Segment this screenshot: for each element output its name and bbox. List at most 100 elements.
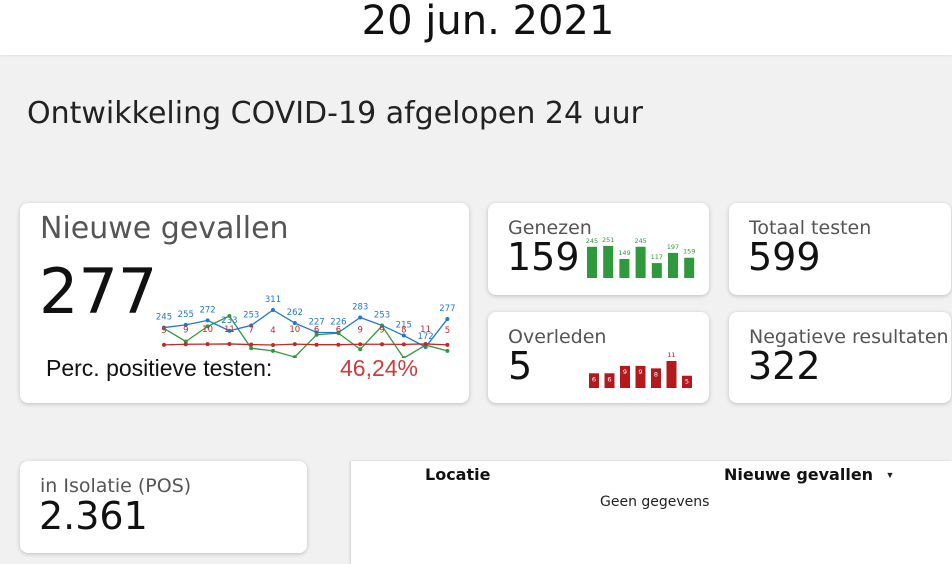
blue-data-label: 253	[374, 310, 390, 320]
green-point	[227, 314, 232, 318]
green-point	[162, 326, 166, 331]
blue-point	[205, 318, 210, 323]
recovered-bar	[684, 257, 695, 278]
blue-point	[249, 323, 254, 328]
isolation-value: 2.361	[39, 494, 148, 538]
recovered-bar-label: 251	[602, 236, 614, 244]
blue-data-label: 227	[308, 317, 324, 327]
blue-data-label: 311	[265, 295, 281, 305]
new-cases-label: Nieuwe gevallen	[40, 211, 289, 246]
blue-data-label: 233	[221, 316, 237, 326]
column-header-new-cases[interactable]: Nieuwe gevallen ▼	[724, 465, 894, 485]
red-point	[162, 342, 166, 347]
blue-data-label: 272	[199, 305, 215, 315]
column-header-new-cases-label: Nieuwe gevallen	[724, 465, 874, 484]
recovered-bar-label: 245	[586, 237, 598, 245]
header-bar: 20 jun. 2021	[0, 0, 952, 55]
blue-data-label: 215	[396, 321, 412, 331]
red-point	[271, 343, 275, 347]
red-data-label: 11	[420, 325, 431, 335]
red-point	[380, 342, 384, 347]
red-data-label: 6	[314, 326, 319, 336]
deaths-bar-label: 6	[592, 375, 596, 383]
empty-table-message: Geen gegevens	[600, 494, 710, 510]
red-data-label: 5	[161, 326, 166, 336]
blue-point	[227, 328, 232, 333]
red-point	[205, 342, 210, 347]
blue-data-label: 277	[439, 304, 455, 314]
green-point	[445, 348, 450, 353]
blue-data-label: 283	[352, 302, 368, 312]
recovered-label: Genezen	[508, 217, 592, 239]
blue-point	[358, 315, 363, 320]
blue-data-label: 253	[243, 310, 259, 320]
red-series-line	[163, 343, 448, 346]
recovered-card: Genezen 159 245 251 149 245 117 197 159	[488, 203, 709, 295]
positive-tests-label: Perc. positieve testen:	[46, 355, 273, 381]
blue-data-label: 172	[417, 332, 433, 342]
deaths-bar-chart: 6 6 9 9 8 11 5	[589, 351, 692, 388]
isolation-card: in Isolatie (POS) 2.361	[20, 461, 307, 553]
deaths-bar	[620, 365, 630, 388]
deaths-bar	[604, 373, 615, 388]
blue-point	[271, 308, 275, 312]
green-point	[336, 331, 341, 336]
recovered-bar-label: 197	[667, 243, 679, 251]
recovered-bar-label: 149	[618, 249, 630, 257]
recovered-bar	[587, 246, 597, 278]
deaths-label: Overleden	[508, 326, 607, 348]
deaths-bar	[682, 375, 692, 388]
deaths-value: 5	[508, 344, 533, 388]
recovered-value: 159	[507, 235, 580, 279]
green-point	[358, 347, 363, 352]
deaths-bar-label: 11	[667, 351, 675, 359]
green-point	[401, 356, 406, 358]
total-tests-label: Totaal testen	[749, 217, 872, 239]
new-cases-trend-chart: 245 255 272 233 253 311 262 227 226 283 253 215 172 2…	[156, 295, 456, 358]
blue-point	[445, 317, 450, 322]
green-point	[183, 339, 188, 344]
red-data-label: 6	[336, 326, 341, 336]
green-point	[249, 346, 254, 351]
red-data-label: 10	[289, 325, 300, 335]
red-point	[445, 342, 450, 347]
red-point	[249, 342, 254, 347]
red-point	[314, 342, 319, 347]
red-data-label: 9	[379, 325, 384, 335]
blue-data-label: 226	[330, 318, 346, 328]
deaths-bar	[589, 373, 599, 388]
red-data-label: 8	[401, 325, 406, 335]
recovered-bar-label: 245	[634, 237, 646, 245]
isolation-label: in Isolatie (POS)	[40, 475, 192, 497]
green-point	[314, 332, 319, 337]
green-point	[205, 324, 210, 329]
positive-tests-value: 46,24%	[340, 355, 419, 381]
red-data-label: 9	[357, 325, 362, 335]
negative-results-value: 322	[748, 344, 821, 388]
recovered-bar	[635, 246, 646, 278]
red-point	[423, 341, 428, 346]
negative-results-label: Negatieve resultaten	[749, 326, 949, 348]
recovered-bar	[619, 259, 630, 278]
column-header-location[interactable]: Locatie	[425, 465, 491, 484]
deaths-bar-label: 9	[638, 368, 642, 376]
report-date: 20 jun. 2021	[361, 0, 615, 44]
new-cases-card: Nieuwe gevallen 277 245 255 272 233 253 311 26…	[20, 203, 469, 403]
red-data-label: 7	[248, 326, 253, 336]
blue-series-line	[163, 309, 448, 348]
recovered-bar-chart: 245 251 149 245 117 197 159	[586, 236, 695, 278]
deaths-bar-label: 8	[654, 370, 658, 378]
deaths-bar-label: 6	[607, 375, 611, 383]
blue-point	[183, 322, 188, 327]
recovered-bar-label: 117	[651, 253, 663, 261]
blue-point	[401, 333, 406, 338]
green-point	[292, 355, 297, 358]
blue-data-label: 255	[178, 310, 194, 320]
recovered-bar	[668, 252, 678, 278]
deaths-bar	[666, 361, 677, 388]
recovered-bar	[603, 246, 614, 278]
new-cases-value: 277	[39, 255, 158, 328]
blue-point	[292, 321, 297, 326]
section-title: Ontwikkeling COVID-19 afgelopen 24 uur	[27, 96, 643, 131]
red-point	[227, 341, 232, 346]
